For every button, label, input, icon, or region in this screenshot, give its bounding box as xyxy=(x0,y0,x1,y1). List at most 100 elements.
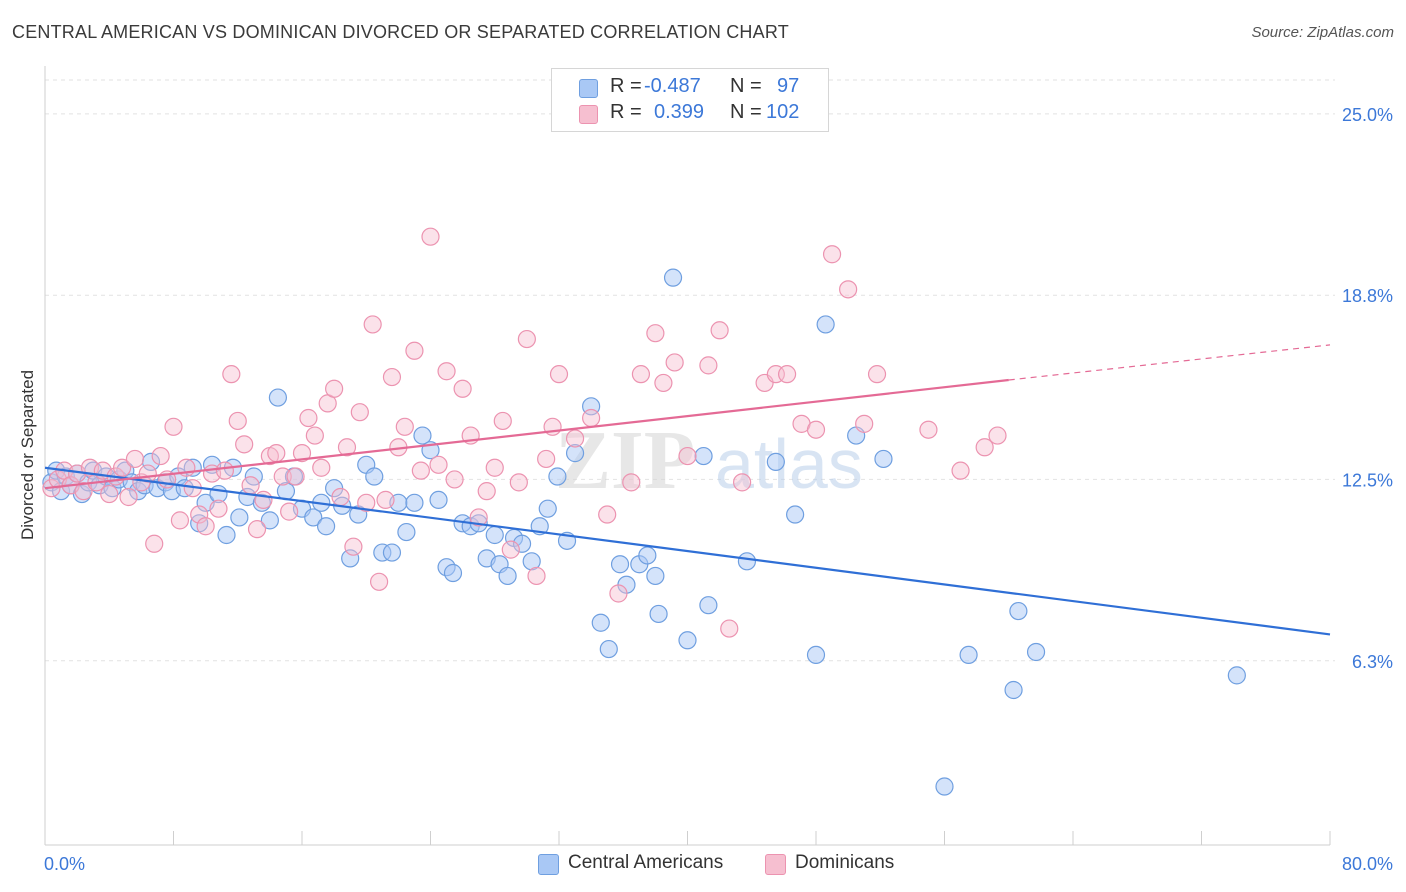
dominican-point xyxy=(286,467,305,486)
legend-row-central: R = -0.487 N = 97 xyxy=(552,75,828,101)
central-point xyxy=(365,467,384,486)
central-point xyxy=(252,493,271,512)
central-point xyxy=(816,315,835,334)
central-point xyxy=(678,631,697,650)
dominican-point xyxy=(405,341,424,360)
dominican-point xyxy=(665,353,684,372)
legend-n-value: 102 xyxy=(766,101,800,123)
central-point xyxy=(485,525,504,545)
dominican-point xyxy=(190,505,209,524)
dominican-point xyxy=(411,461,430,480)
legend-swatch-dominican xyxy=(579,105,598,124)
central-point xyxy=(405,493,424,512)
series-central-americans xyxy=(42,268,1246,796)
dominican-point xyxy=(839,280,858,299)
bottom-legend-label-dominican: Dominicans xyxy=(795,852,895,873)
dominican-point xyxy=(209,499,228,518)
watermark-atlas: atlas xyxy=(715,425,863,503)
central-point xyxy=(737,552,757,571)
dominican-point xyxy=(370,572,389,591)
dominican-point xyxy=(305,426,324,445)
dominican-point xyxy=(988,426,1007,445)
dominican-point xyxy=(537,449,556,469)
dominican-point xyxy=(951,461,970,480)
dominican-point xyxy=(822,245,842,264)
dominican-point xyxy=(678,446,697,466)
y-tick-label: 12.5% xyxy=(1342,470,1393,490)
legend-r-value: -0.487 xyxy=(644,75,701,97)
dominican-point xyxy=(273,467,292,486)
central-point xyxy=(538,499,557,518)
dominican-point xyxy=(164,417,183,436)
dominican-point xyxy=(919,420,938,439)
legend-n-value: 97 xyxy=(777,75,800,97)
dominican-point xyxy=(699,356,718,375)
dominican-point xyxy=(437,362,456,381)
legend-r-label: R = xyxy=(610,75,642,97)
bottom-legend-swatch-central xyxy=(538,854,559,875)
grid-lines xyxy=(45,79,1335,662)
dominican-point xyxy=(74,482,93,501)
legend-r-label: R = xyxy=(610,101,642,123)
dominican-point xyxy=(501,540,520,559)
chart-source: Source: ZipAtlas.com xyxy=(1251,24,1394,41)
tick-labels: 6.3% 12.5% 18.8% 25.0% 0.0% 80.0% xyxy=(44,105,1393,874)
central-point xyxy=(443,563,463,583)
dominican-point xyxy=(720,619,739,638)
correlation-legend: R = -0.487 N = 97 R = 0.399 N = 102 xyxy=(551,68,829,132)
central-point xyxy=(522,552,541,571)
central-point xyxy=(1227,666,1246,685)
dominican-point xyxy=(733,473,752,492)
legend-r-value: 0.399 xyxy=(654,101,705,123)
dominican-point xyxy=(337,438,357,457)
central-point xyxy=(646,566,665,586)
trend-lines xyxy=(44,344,1331,636)
central-point xyxy=(548,467,567,486)
central-point xyxy=(766,452,785,471)
dominican-point xyxy=(654,373,673,393)
dominican-point xyxy=(549,365,569,384)
bottom-legend-label-central: Central Americans xyxy=(568,852,724,873)
central-point xyxy=(413,426,432,445)
dominican-point xyxy=(344,537,363,556)
dominican-point xyxy=(469,508,488,527)
dominican-point xyxy=(112,458,132,477)
dominican-point xyxy=(357,493,376,512)
dominican-point xyxy=(975,438,994,457)
legend-n-label: N = xyxy=(730,101,762,123)
central-point xyxy=(316,517,336,536)
dominican-point xyxy=(119,487,138,507)
series-dominicans xyxy=(42,227,1007,638)
dominican-point xyxy=(254,490,273,510)
dominican-point xyxy=(222,365,241,384)
dominican-point xyxy=(646,324,665,343)
dominican-point xyxy=(453,379,472,398)
y-tick-label: 6.3% xyxy=(1352,652,1393,672)
dominican-point xyxy=(382,367,402,387)
dominican-point xyxy=(582,408,601,428)
central-point xyxy=(1009,601,1028,621)
dominican-point xyxy=(331,487,350,507)
central-point xyxy=(610,555,630,574)
central-point xyxy=(959,645,978,665)
central-point xyxy=(268,388,288,407)
dominican-point xyxy=(598,505,617,524)
dominican-point xyxy=(170,511,190,530)
dominican-point xyxy=(509,473,528,492)
dominican-point xyxy=(363,315,382,334)
central-point xyxy=(260,511,279,530)
central-point xyxy=(1026,642,1046,662)
dominican-point xyxy=(429,455,448,474)
dominican-point xyxy=(280,502,299,521)
central-point xyxy=(429,490,448,510)
dominican-point xyxy=(292,444,312,463)
dominican-point xyxy=(565,429,585,448)
dominican-point xyxy=(622,473,641,492)
legend-n-label: N = xyxy=(730,75,762,97)
y-axis-label: Divorced or Separated xyxy=(18,369,37,541)
central-point xyxy=(498,566,517,586)
central-point xyxy=(694,446,713,466)
axes xyxy=(44,66,1331,846)
dominican-point xyxy=(325,379,344,398)
